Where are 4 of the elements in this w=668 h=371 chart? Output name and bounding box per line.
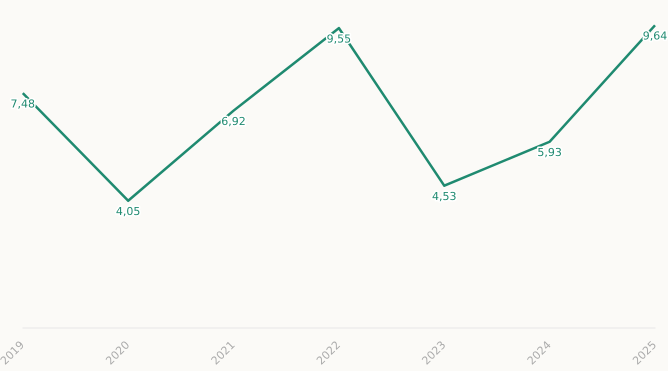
data-label: 6,92 [221, 115, 246, 128]
data-label: 4,05 [116, 205, 140, 218]
data-label: 5,93 [537, 146, 562, 160]
data-label: 4,53 [432, 190, 457, 204]
